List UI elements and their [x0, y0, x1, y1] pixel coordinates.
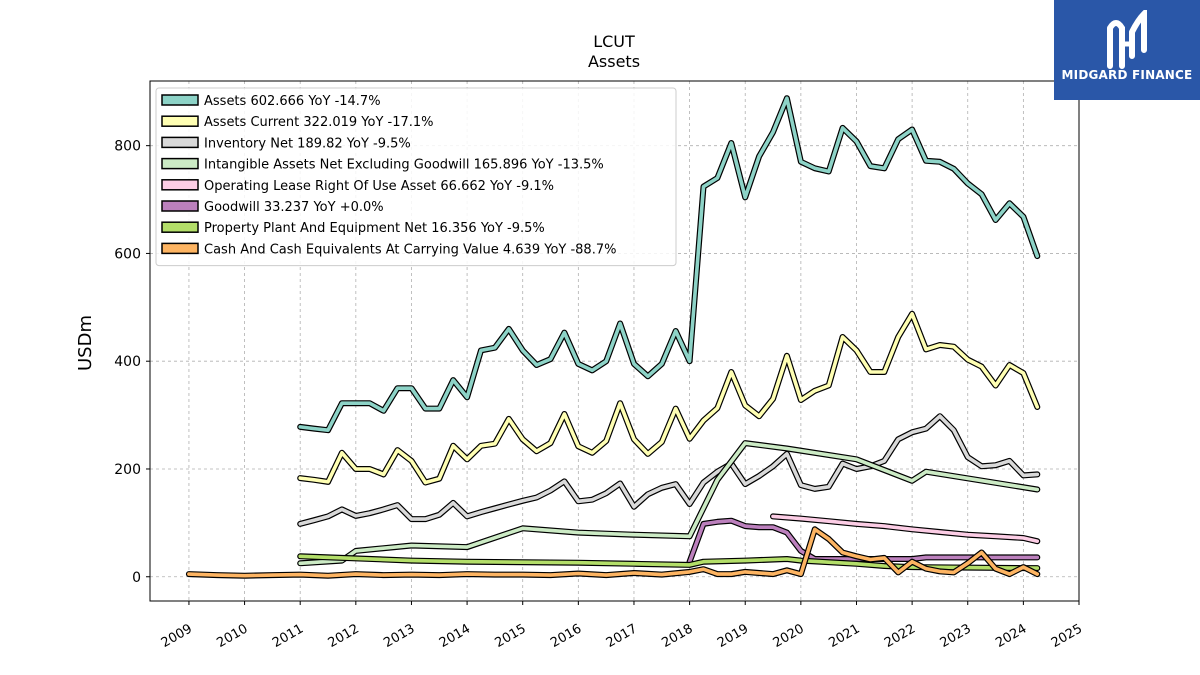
series-line-7 [185, 526, 1041, 579]
legend-swatch [161, 136, 199, 149]
x-tick-label: 2009 [159, 621, 195, 651]
brand-logo: MIDGARD FINANCE [1054, 0, 1200, 100]
x-tick-label: 2025 [1049, 621, 1085, 651]
series-line-4 [770, 513, 1041, 545]
legend-swatch [161, 94, 199, 106]
legend-label: Property Plant And Equipment Net 16.356 … [204, 221, 545, 236]
x-tick-label: 2023 [938, 621, 974, 651]
legend-label: Cash And Cash Equivalents At Carrying Va… [204, 242, 616, 257]
plot-frame [149, 80, 1080, 602]
legend-label: Intangible Assets Net Excluding Goodwill… [204, 158, 604, 173]
y-tick-label: 800 [114, 139, 141, 155]
legend-label: Goodwill 33.237 YoY +0.0% [204, 200, 384, 215]
x-tick-label: 2020 [771, 621, 807, 651]
y-axis-label: USDm [75, 315, 96, 371]
legend: Assets 602.666 YoY -14.7% Assets Current … [155, 87, 677, 267]
series-line-3 [297, 440, 1041, 567]
legend-label: Assets Current 322.019 YoY -17.1% [204, 115, 434, 130]
x-tick-label: 2024 [993, 621, 1029, 651]
y-tick-label: 600 [114, 246, 141, 262]
chart-title: LCUT [593, 32, 635, 51]
x-tick-label: 2013 [381, 621, 417, 651]
y-tick-label: 0 [132, 570, 141, 586]
series-line-2 [297, 413, 1041, 527]
legend-label: Inventory Net 189.82 YoY -9.5% [204, 136, 411, 151]
y-tick-label: 400 [114, 354, 141, 370]
series-layer [185, 95, 1041, 579]
x-tick-label: 2014 [437, 621, 473, 651]
legend-swatch [161, 115, 199, 127]
legend-swatch [161, 242, 199, 255]
logo-mark-icon [1107, 10, 1147, 69]
legend-label: Operating Lease Right Of Use Asset 66.66… [204, 179, 554, 194]
x-tick-label: 2022 [882, 621, 918, 651]
brand-name: MIDGARD FINANCE [1061, 68, 1193, 82]
x-tick-label: 2018 [659, 621, 695, 651]
x-tick-label: 2012 [326, 621, 362, 651]
x-tick-label: 2011 [270, 621, 306, 651]
x-tick-label: 2017 [604, 621, 640, 651]
x-tick-label: 2019 [715, 621, 751, 651]
x-tick-label: 2021 [826, 621, 862, 651]
series-line-5 [686, 517, 1041, 565]
x-tick-label: 2010 [214, 621, 250, 651]
x-tick-label: 2016 [548, 621, 584, 651]
legend-box [155, 87, 677, 267]
chart-subtitle: Assets [588, 52, 640, 71]
series-line-1 [297, 310, 1041, 486]
series-line-0 [297, 95, 1041, 434]
legend-swatch [161, 200, 199, 212]
x-tick-label: 2015 [493, 621, 529, 651]
legend-swatch [161, 179, 199, 191]
legend-label: Assets 602.666 YoY -14.7% [204, 94, 381, 109]
legend-swatch [161, 221, 199, 233]
legend-swatch [161, 157, 199, 170]
y-tick-label: 200 [114, 462, 141, 478]
